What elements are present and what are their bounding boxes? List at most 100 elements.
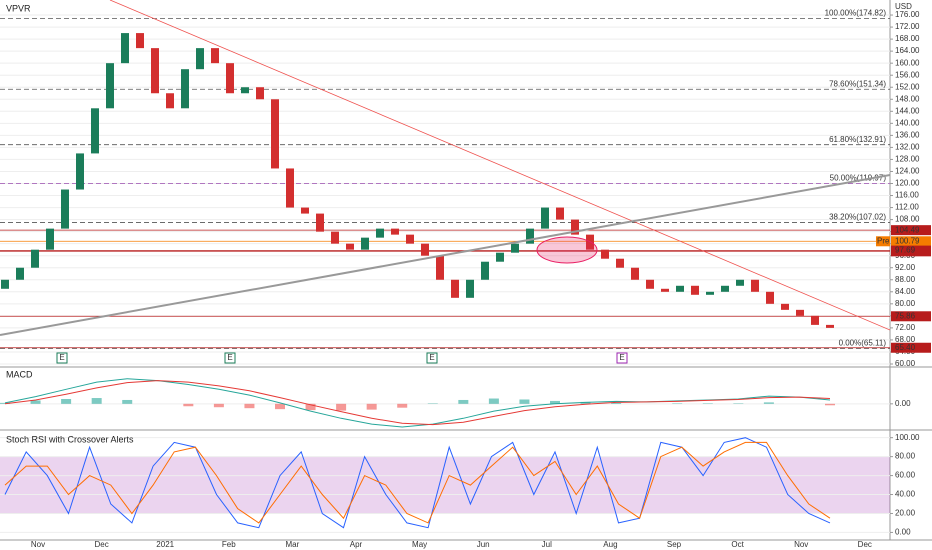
candle: [481, 261, 489, 280]
y-tick-label: 136.00: [895, 130, 920, 139]
y-tick-label: 100.00: [895, 433, 920, 442]
candle: [256, 87, 264, 100]
candle: [76, 153, 84, 190]
candle: [331, 231, 339, 244]
x-tick-label: Mar: [286, 540, 300, 549]
histogram-bar: [275, 403, 285, 410]
candle: [796, 309, 804, 316]
y-tick-label: 60.00: [895, 471, 916, 480]
x-tick-label: Jun: [477, 540, 490, 549]
fib-label: 78.60%(151.34): [829, 79, 886, 88]
y-tick-label: 72.00: [895, 323, 916, 332]
x-tick-label: Nov: [31, 540, 45, 549]
candle: [46, 228, 54, 250]
pre-tag: [876, 236, 890, 247]
x-tick-label: Sep: [667, 540, 682, 549]
candle: [526, 228, 534, 244]
candle: [211, 48, 219, 64]
histogram-bar: [122, 399, 133, 404]
pane-title: VPVR: [6, 3, 31, 13]
candle: [421, 243, 429, 256]
earnings-marker: [616, 352, 628, 364]
fib-label: 50.00%(119.97): [830, 174, 887, 183]
y-tick-label: 80.00: [895, 452, 916, 461]
histogram-bar: [763, 402, 774, 404]
candle: [151, 48, 159, 94]
candle: [646, 279, 654, 289]
y-tick-label: 68.00: [895, 335, 916, 344]
y-tick-label: 120.00: [895, 179, 920, 188]
price-tag: [891, 311, 931, 322]
candle: [376, 228, 384, 238]
candle: [316, 213, 324, 232]
x-tick-label: May: [412, 540, 427, 549]
x-tick-label: Feb: [222, 540, 236, 549]
candle: [721, 285, 729, 292]
histogram-bar: [458, 399, 469, 404]
trendline: [109, 0, 891, 331]
histogram-bar: [519, 399, 530, 404]
x-tick-label: Jul: [542, 540, 552, 549]
price-tag: [891, 225, 931, 236]
price-tag-label: 100.79: [895, 236, 920, 245]
histogram-bar: [550, 400, 560, 404]
earnings-label: E: [59, 353, 64, 362]
price-tag-label: 75.86: [895, 311, 916, 320]
y-tick-label: 40.00: [895, 490, 916, 499]
y-tick-label: 80.00: [895, 299, 916, 308]
candle: [121, 33, 129, 64]
earnings-marker: [224, 352, 236, 364]
histogram-bar: [183, 403, 194, 407]
y-tick-label: 88.00: [895, 275, 916, 284]
y-tick-label: 0.00: [895, 528, 911, 537]
candle: [361, 237, 369, 250]
histogram-bar: [91, 398, 102, 404]
y-tick-label: 20.00: [895, 509, 916, 518]
x-tick-label: 2021: [156, 540, 174, 549]
candle: [226, 63, 234, 94]
highlight: [536, 236, 598, 264]
y-tick-label: 0.00: [895, 399, 911, 408]
trendline: [0, 174, 891, 336]
y-tick-label: 60.00: [895, 359, 916, 368]
series-line: [4, 437, 831, 529]
candle: [631, 267, 639, 280]
candle: [751, 279, 759, 292]
x-tick-label: Dec: [94, 540, 108, 549]
x-tick-label: Oct: [731, 540, 744, 549]
candle: [406, 234, 414, 244]
candle: [661, 288, 669, 292]
price-tag: [891, 236, 931, 247]
y-tick-label: 116.00: [895, 191, 919, 200]
price-tag: [891, 342, 931, 353]
fib-label: 38.20%(107.02): [829, 213, 886, 222]
candle: [436, 255, 444, 280]
histogram-bar: [30, 400, 41, 404]
y-tick-label: 148.00: [895, 94, 920, 103]
candle: [286, 168, 294, 208]
x-tick-label: Aug: [603, 540, 617, 549]
candle: [466, 279, 474, 298]
y-tick-label: 92.00: [895, 263, 916, 272]
earnings-marker: [56, 352, 68, 364]
series-line: [4, 380, 831, 426]
y-tick-label: 160.00: [895, 58, 920, 67]
histogram-bar: [336, 403, 347, 411]
candle: [511, 243, 519, 253]
price-tag-label: 97.69: [895, 246, 916, 255]
earnings-marker: [426, 352, 438, 364]
histogram-bar: [305, 403, 316, 411]
y-tick-label: 124.00: [895, 167, 920, 176]
pre-label: Pre: [877, 236, 890, 245]
candle: [616, 258, 624, 268]
x-tick-label: Dec: [858, 540, 872, 549]
y-tick-label: 128.00: [895, 155, 920, 164]
candle: [496, 252, 504, 262]
candle: [166, 93, 174, 109]
candle: [811, 315, 819, 325]
candle: [556, 207, 564, 220]
candle: [766, 291, 774, 304]
fib-label: 61.80%(132.91): [829, 135, 886, 144]
y-tick-label: 112.00: [895, 203, 919, 212]
histogram-bar: [397, 403, 408, 408]
